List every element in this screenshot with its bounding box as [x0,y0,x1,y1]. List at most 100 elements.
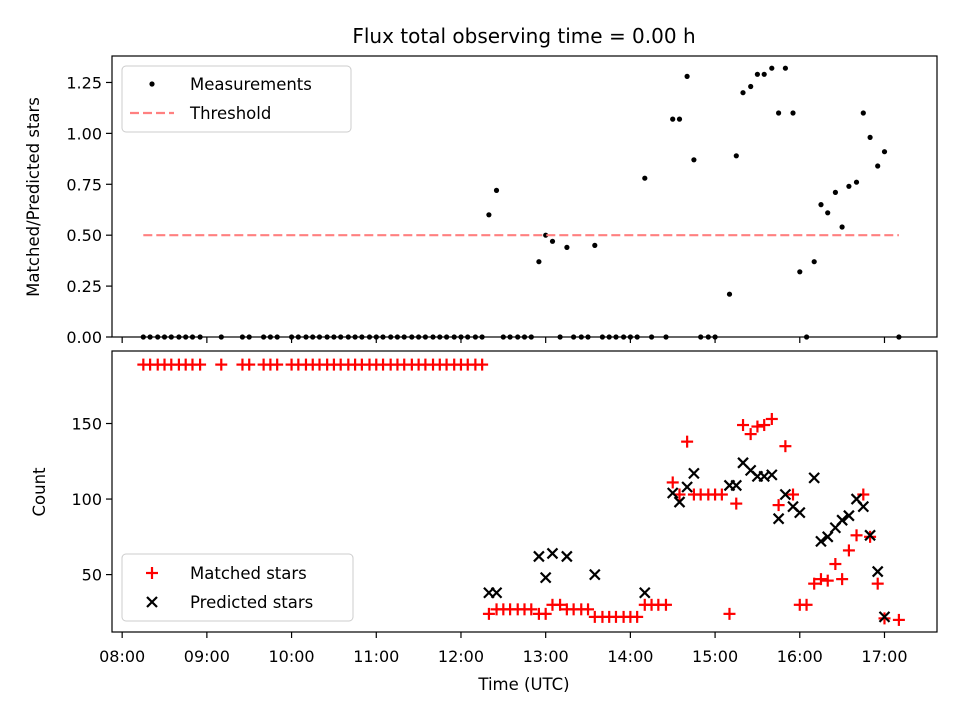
measurement-point [543,232,549,238]
measurement-point [748,83,754,90]
measurement-point [832,189,839,195]
measurement-point [754,71,761,77]
predicted-star-point [815,535,827,548]
matched-star-point [751,420,764,433]
legend-measurements-label: Measurements [190,75,312,94]
matched-star-point [539,607,552,620]
predicted-stars-series [483,457,891,623]
ratio-y-axis-label: Matched/Predicted stars [24,97,43,297]
measurement-point [769,65,775,71]
matched-star-point [758,419,771,432]
measurement-point [726,291,733,297]
x-tick-label: 16:00 [777,647,823,666]
matched-star-point [892,613,905,626]
predicted-star-point [766,469,778,481]
measurement-point [782,65,789,71]
ratio-y-tick-label: 0.00 [66,328,102,347]
matched-stars-series [137,358,905,626]
predicted-star-point [836,514,848,526]
measurement-point [592,242,598,248]
predicted-star-point [688,467,700,480]
x-tick-label: 11:00 [353,647,399,666]
matched-star-point [730,497,743,510]
matched-star-point [194,358,207,371]
matched-star-point [787,488,800,501]
matched-star-point [821,574,834,587]
ratio-panel-frame [111,55,938,338]
measurement-point [642,175,648,181]
ratio-x-ticks [121,337,886,343]
predicted-star-point [871,565,884,578]
matched-star-point [243,358,256,371]
x-tick-label: 14:00 [607,647,653,666]
measurement-point [684,73,690,79]
ratio-y-tick-label: 1.00 [66,124,102,143]
matched-star-point [814,573,827,586]
predicted-star-point [772,512,785,525]
legend-predicted-marker [146,596,158,608]
predicted-star-point [808,472,820,484]
measurement-point [486,212,492,218]
matched-star-point [836,573,849,586]
matched-star-point [631,610,644,623]
count-legend: Matched stars Predicted stars [121,553,354,622]
count-x-ticks: 08:00 09:00 10:00 11:00 12:00 13:00 14:00 15:00… [99,632,908,666]
predicted-star-point [546,547,559,560]
matched-star-point [765,412,778,425]
predicted-star-point [666,487,679,499]
ratio-y-tick-label: 0.75 [66,175,102,194]
chart-title: Flux total observing time = 0.00 h [352,24,695,48]
count-y-axis-label: Count [30,467,49,517]
x-tick-label: 17:00 [861,647,907,666]
predicted-star-point [589,568,601,581]
matched-star-point [737,419,750,432]
matched-star-point [476,358,489,371]
measurement-point [811,259,817,265]
measurement-point [867,134,873,140]
matched-star-point [871,577,884,590]
matched-star-point [772,499,785,512]
measurement-point [676,116,683,122]
count-panel: 50 100 150 08:00 09:00 10:00 11:00 12:00 13:00 1… [30,350,938,694]
count-y-tick-label: 100 [71,490,102,509]
predicted-star-point [490,586,503,599]
matched-star-point [554,598,567,611]
x-tick-label: 15:00 [692,647,738,666]
count-y-ticks: 50 100 150 [71,415,112,585]
measurement-point [818,202,824,208]
predicted-star-point [794,506,806,519]
measurement-point [493,187,500,193]
matched-star-point [582,603,595,616]
predicted-star-point [843,509,855,522]
predicted-star-point [539,571,552,584]
matched-star-point [271,358,284,371]
measurement-point [839,224,845,230]
predicted-star-point [673,496,686,508]
matched-star-point [659,598,672,611]
matched-star-point [715,488,728,501]
count-y-tick-label: 150 [71,415,102,434]
matched-star-point [779,440,792,453]
ratio-y-tick-label: 1.25 [66,73,102,92]
legend-threshold-label: Threshold [189,104,271,123]
matched-star-point [857,488,870,501]
predicted-star-point [864,529,876,542]
predicted-star-point [857,500,870,513]
predicted-star-point [878,611,891,623]
x-tick-label: 13:00 [523,647,569,666]
matched-star-point [681,435,694,448]
measurement-point [776,110,782,116]
matched-star-point [482,607,495,620]
predicted-star-point [821,531,834,543]
ratio-y-tick-label: 0.50 [66,226,102,245]
x-tick-label: 08:00 [99,647,145,666]
measurement-point [853,179,860,185]
measurement-point [790,110,796,116]
count-panel-frame [111,350,938,633]
measurement-point [797,269,803,275]
measurement-point [564,244,570,250]
legend-predicted-label: Predicted stars [190,593,313,612]
x-tick-label: 12:00 [438,647,484,666]
measurement-point [860,110,866,116]
